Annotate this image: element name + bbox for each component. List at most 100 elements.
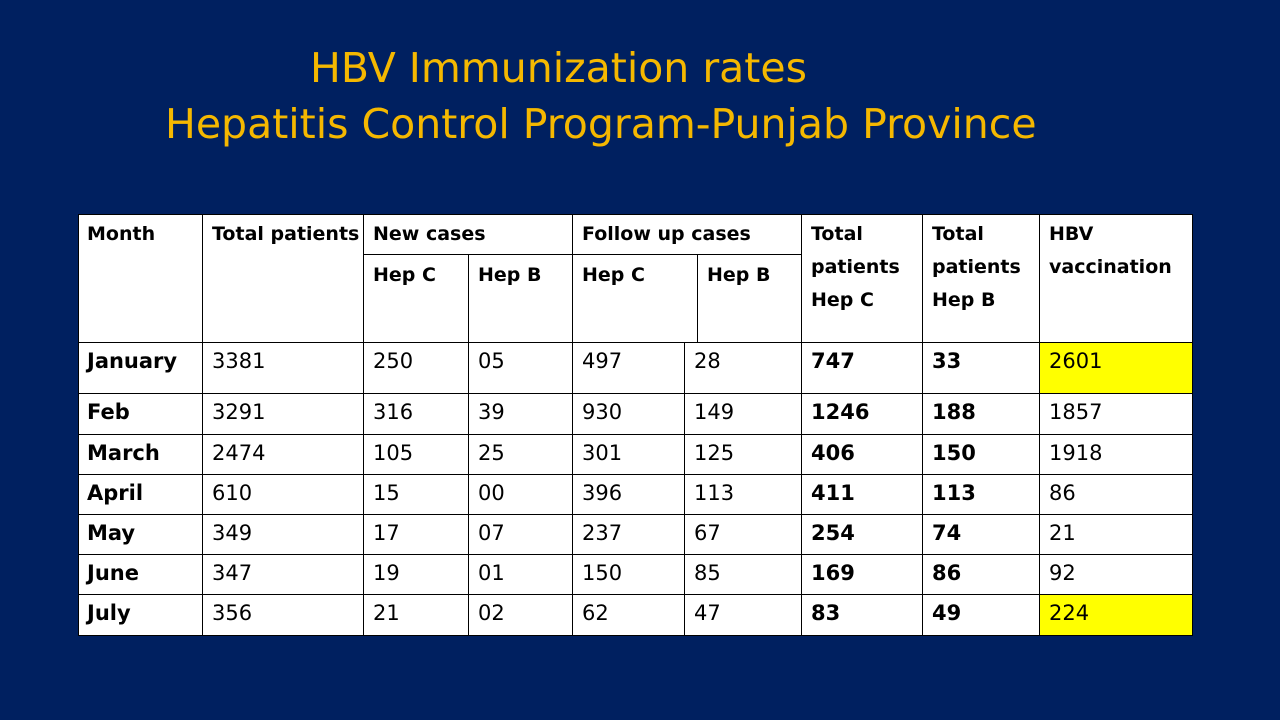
grid-line xyxy=(78,342,1193,343)
cell-new-hep-c: 21 xyxy=(373,601,400,625)
cell-follow-up-hep-c: 237 xyxy=(582,521,623,545)
cell-total-hep-b: 150 xyxy=(932,441,976,465)
header-total-patients: Total patients xyxy=(212,223,360,245)
header-text: Total xyxy=(811,223,863,245)
grid-line xyxy=(78,214,79,636)
grid-line xyxy=(1039,214,1040,636)
cell-total-patients: 3381 xyxy=(212,349,266,373)
header-new-hep-b: Hep B xyxy=(478,264,542,286)
grid-line xyxy=(78,635,1193,636)
cell-new-hep-c: 250 xyxy=(373,349,414,373)
cell-new-hep-b: 39 xyxy=(478,400,505,424)
cell-total-patients: 349 xyxy=(212,521,253,545)
grid-line xyxy=(363,214,364,636)
cell-follow-up-hep-b: 67 xyxy=(694,521,721,545)
cell-hbv-vaccination: 1918 xyxy=(1049,441,1103,465)
cell-total-hep-b: 49 xyxy=(932,601,962,625)
cell-new-hep-c: 19 xyxy=(373,561,400,585)
cell-follow-up-hep-b: 85 xyxy=(694,561,721,585)
grid-line xyxy=(1192,214,1193,636)
header-new-cases: New cases xyxy=(373,223,486,245)
cell-follow-up-hep-b: 47 xyxy=(694,601,721,625)
header-text: patients xyxy=(811,256,900,278)
cell-month: Feb xyxy=(87,400,130,424)
cell-follow-up-hep-c: 497 xyxy=(582,349,623,373)
header-new-hep-c: Hep C xyxy=(373,264,436,286)
header-follow-up-cases: Follow up cases xyxy=(582,223,751,245)
cell-follow-up-hep-c: 301 xyxy=(582,441,623,465)
header-text: vaccination xyxy=(1049,256,1172,278)
header-text: Total xyxy=(932,223,984,245)
cell-total-hep-c: 1246 xyxy=(811,400,870,424)
header-follow-up-hep-c: Hep C xyxy=(582,264,645,286)
cell-total-patients: 3291 xyxy=(212,400,266,424)
grid-line xyxy=(364,254,802,255)
grid-line xyxy=(78,434,1193,435)
cell-new-hep-c: 105 xyxy=(373,441,414,465)
header-text: Hep B xyxy=(932,289,996,311)
cell-total-hep-c: 83 xyxy=(811,601,841,625)
cell-new-hep-b: 02 xyxy=(478,601,505,625)
header-text: patients xyxy=(932,256,1021,278)
grid-line xyxy=(697,254,698,342)
cell-new-hep-c: 316 xyxy=(373,400,414,424)
cell-month: July xyxy=(87,601,131,625)
cell-hbv-vaccination: 21 xyxy=(1049,521,1076,545)
header-hbv-vaccination: HBV vaccination xyxy=(1040,214,1193,342)
cell-total-hep-c: 747 xyxy=(811,349,855,373)
cell-month: April xyxy=(87,481,144,505)
cell-follow-up-hep-b: 113 xyxy=(694,481,735,505)
cell-hbv-vaccination: 86 xyxy=(1049,481,1076,505)
title-line-1: HBV Immunization rates xyxy=(310,44,807,92)
cell-follow-up-hep-b: 149 xyxy=(694,400,735,424)
cell-follow-up-hep-b: 28 xyxy=(694,349,721,373)
header-text: Hep C xyxy=(811,289,874,311)
grid-line xyxy=(801,214,802,636)
grid-line xyxy=(572,214,573,636)
cell-hbv-vaccination: 1857 xyxy=(1049,400,1103,424)
cell-new-hep-b: 05 xyxy=(478,349,505,373)
grid-line xyxy=(684,342,685,636)
cell-month: March xyxy=(87,441,160,465)
grid-line xyxy=(78,214,1193,215)
cell-total-hep-b: 74 xyxy=(932,521,962,545)
title-line-2: Hepatitis Control Program-Punjab Provinc… xyxy=(165,100,1037,148)
grid-line xyxy=(78,393,1193,394)
header-month: Month xyxy=(87,223,156,245)
cell-total-hep-c: 406 xyxy=(811,441,855,465)
cell-follow-up-hep-b: 125 xyxy=(694,441,735,465)
cell-new-hep-b: 01 xyxy=(478,561,505,585)
header-follow-up-hep-b: Hep B xyxy=(707,264,771,286)
cell-total-hep-b: 33 xyxy=(932,349,962,373)
cell-total-patients: 2474 xyxy=(212,441,266,465)
immunization-table: Month Total patients New cases Follow up… xyxy=(78,214,1193,636)
cell-total-hep-b: 188 xyxy=(932,400,976,424)
cell-month: January xyxy=(87,349,178,373)
cell-follow-up-hep-c: 62 xyxy=(582,601,609,625)
grid-line xyxy=(78,514,1193,515)
grid-line xyxy=(468,254,469,636)
header-total-patients-hep-b: Total patients Hep B xyxy=(923,214,1039,342)
cell-total-hep-c: 254 xyxy=(811,521,855,545)
cell-follow-up-hep-c: 396 xyxy=(582,481,623,505)
cell-follow-up-hep-c: 150 xyxy=(582,561,623,585)
cell-follow-up-hep-c: 930 xyxy=(582,400,623,424)
cell-new-hep-c: 17 xyxy=(373,521,400,545)
grid-line xyxy=(78,554,1193,555)
cell-total-hep-b: 86 xyxy=(932,561,962,585)
header-total-patients-hep-c: Total patients Hep C xyxy=(802,214,922,342)
cell-total-hep-b: 113 xyxy=(932,481,976,505)
cell-new-hep-b: 07 xyxy=(478,521,505,545)
cell-new-hep-c: 15 xyxy=(373,481,400,505)
cell-new-hep-b: 00 xyxy=(478,481,505,505)
cell-hbv-vaccination: 92 xyxy=(1049,561,1076,585)
cell-total-patients: 610 xyxy=(212,481,253,505)
cell-total-patients: 356 xyxy=(212,601,253,625)
grid-line xyxy=(922,214,923,636)
grid-line xyxy=(202,214,203,636)
cell-new-hep-b: 25 xyxy=(478,441,505,465)
cell-month: June xyxy=(87,561,139,585)
cell-total-hep-c: 411 xyxy=(811,481,855,505)
cell-hbv-vaccination: 2601 xyxy=(1040,343,1193,393)
cell-total-hep-c: 169 xyxy=(811,561,855,585)
